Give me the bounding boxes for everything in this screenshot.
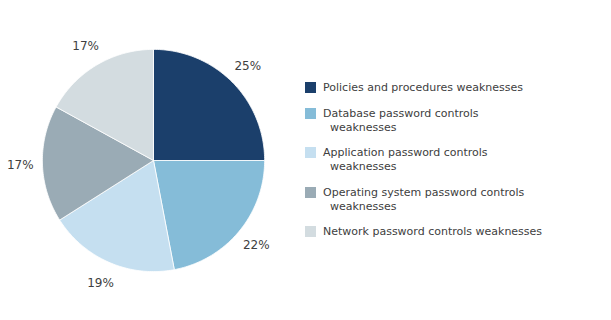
svg-text:17%: 17% <box>6 158 33 172</box>
html-text:Application password controls: Application password controls weaknesses <box>323 146 488 173</box>
html-text:Network password controls weak: Network password controls weaknesses <box>323 225 543 239</box>
html-text:Database password controls wea: Database password controls weaknesses <box>323 106 479 134</box>
svg-text:17%: 17% <box>72 39 99 53</box>
svg-text:25%: 25% <box>234 59 261 73</box>
svg-text:22%: 22% <box>242 238 269 252</box>
html-text:Policies and procedures weakne: Policies and procedures weaknesses <box>323 81 523 94</box>
svg-text:19%: 19% <box>87 276 114 290</box>
html-text:Operating system password cont: Operating system password controls weakn… <box>323 185 525 213</box>
